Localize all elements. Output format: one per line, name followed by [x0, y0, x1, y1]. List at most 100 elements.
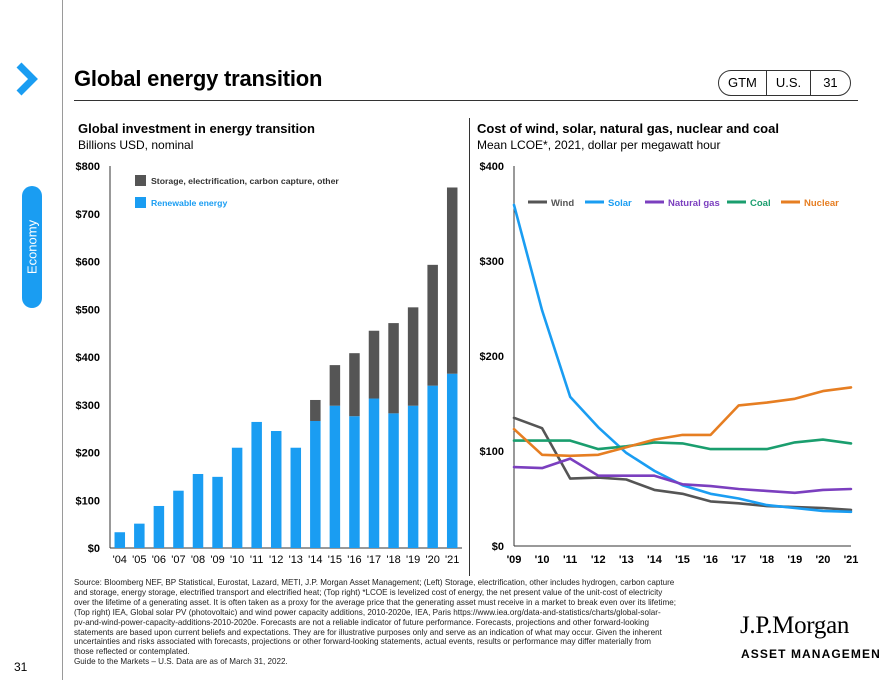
left-x-tick-label: '21: [445, 554, 459, 566]
bar-renewable: [270, 431, 282, 548]
bar-renewable: [192, 473, 204, 548]
bar-renewable: [349, 416, 360, 548]
page-title: Global energy transition: [74, 66, 323, 91]
left-x-tick-label: '07: [171, 554, 185, 566]
bar-renewable: [329, 405, 341, 548]
right-x-tick-label: '19: [787, 554, 802, 566]
bar-renewable: [427, 385, 438, 548]
chevron-right-icon: [16, 62, 38, 96]
left-x-tick-label: '15: [328, 554, 342, 566]
bar-renewable: [310, 420, 321, 548]
line-nuclear: [512, 386, 853, 458]
logo-subtitle: ASSET MANAGEMENT: [741, 647, 880, 661]
bar-renewable: [407, 405, 419, 548]
left-x-tick-label: '19: [406, 554, 420, 566]
footer-line: Guide to the Markets – U.S. Data are as …: [74, 657, 288, 667]
legend-label: Renewable energy: [151, 198, 227, 208]
right-x-tick-label: '16: [703, 554, 718, 566]
tag-region: U.S.: [767, 71, 812, 95]
logo-wordmark: J.P.Morgan: [740, 612, 850, 639]
bar-renewable: [173, 490, 184, 548]
left-y-tick-label: $400: [76, 352, 100, 364]
left-chart-title: Global investment in energy transition: [78, 121, 315, 136]
right-y-tick-label: $200: [480, 351, 504, 363]
footer-line: Source: Bloomberg NEF, BP Statistical, E…: [74, 578, 675, 587]
left-y-tick-label: $700: [76, 209, 100, 221]
bar-storage: [329, 365, 341, 406]
right-y-tick-label: $300: [480, 256, 504, 268]
line-solar: [512, 203, 853, 514]
guide-tag-box: GTM U.S. 31: [718, 70, 851, 96]
tag-page: 31: [823, 75, 838, 90]
bar-renewable: [368, 398, 380, 548]
right-x-tick-label: '15: [675, 554, 690, 566]
right-x-tick-label: '11: [563, 554, 577, 566]
left-y-tick-label: $600: [76, 257, 100, 269]
bar-renewable: [114, 532, 126, 548]
right-y-tick-label: $0: [492, 541, 504, 553]
line-wind: [512, 416, 853, 512]
legend-label: Nuclear: [804, 198, 839, 209]
legend-label: Storage, electrification, carbon capture…: [151, 176, 339, 186]
left-y-tick-label: $0: [88, 543, 100, 555]
bar-renewable: [290, 447, 302, 548]
right-x-tick-label: '17: [731, 554, 746, 566]
tag-gtm: GTM: [719, 71, 767, 95]
bar-storage: [446, 187, 458, 374]
left-x-tick-label: '09: [210, 554, 224, 566]
right-x-tick-label: '14: [647, 554, 663, 566]
legend-label: Solar: [608, 198, 632, 209]
footer-line: those reflected or contemplated.: [74, 647, 190, 657]
bar-storage: [407, 307, 419, 406]
left-x-tick-label: '18: [386, 554, 400, 566]
bar-renewable: [212, 476, 223, 548]
right-x-tick-label: '13: [619, 554, 634, 566]
right-chart-title: Cost of wind, solar, natural gas, nuclea…: [477, 121, 779, 136]
bar-renewable: [153, 505, 165, 548]
right-x-tick-label: '18: [759, 554, 774, 566]
footer-line: and storage, energy storage, electrified…: [74, 587, 663, 597]
footer-notes: Source: Bloomberg NEF, BP Statistical, E…: [74, 578, 730, 667]
line-natural-gas: [512, 457, 853, 495]
left-y-tick-label: $100: [76, 495, 100, 507]
right-y-tick-label: $100: [480, 446, 504, 458]
legend-swatch: [135, 175, 146, 186]
bar-storage: [310, 399, 321, 421]
left-margin-rule: [62, 0, 63, 680]
bar-renewable: [251, 421, 262, 548]
right-x-tick-label: '09: [507, 554, 522, 566]
footer-line: uncertainties and risks associated with …: [74, 637, 652, 647]
bar-renewable: [231, 447, 243, 548]
left-x-tick-label: '20: [425, 554, 439, 566]
footer-line: over the lifetime of a generating asset.…: [74, 597, 676, 607]
footer-line: statements are based upon current belief…: [74, 627, 662, 637]
left-x-tick-label: '10: [230, 554, 244, 566]
footer-line: pv-and-wind-power-capacity-additions-201…: [74, 617, 649, 627]
right-x-tick-label: '20: [815, 554, 830, 566]
footer-line: (Top right) IEA, Global solar PV (photov…: [74, 607, 661, 617]
left-x-tick-label: '06: [152, 554, 166, 566]
left-x-tick-label: '16: [347, 554, 361, 566]
bar-renewable: [446, 373, 458, 548]
right-y-tick-label: $400: [480, 161, 504, 173]
left-chart-subtitle: Billions USD, nominal: [78, 138, 194, 152]
right-x-tick-label: '21: [844, 554, 859, 566]
left-y-tick-label: $500: [76, 304, 100, 316]
left-y-tick-label: $300: [76, 400, 100, 412]
left-x-tick-label: '11: [250, 554, 264, 566]
legend-label: Coal: [750, 198, 771, 209]
left-x-tick-label: '17: [367, 554, 381, 566]
legend-swatch: [135, 197, 146, 208]
left-x-tick-label: '13: [289, 554, 303, 566]
left-x-tick-label: '14: [308, 554, 322, 566]
bar-storage: [427, 264, 438, 386]
bar-renewable: [388, 413, 399, 548]
title-rule: [74, 100, 858, 101]
right-x-tick-label: '10: [535, 554, 550, 566]
right-chart-subtitle: Mean LCOE*, 2021, dollar per megawatt ho…: [477, 138, 721, 152]
left-x-tick-label: '12: [269, 554, 283, 566]
bar-storage: [349, 353, 360, 417]
legend-label: Natural gas: [668, 198, 720, 209]
bar-renewable: [134, 523, 145, 548]
